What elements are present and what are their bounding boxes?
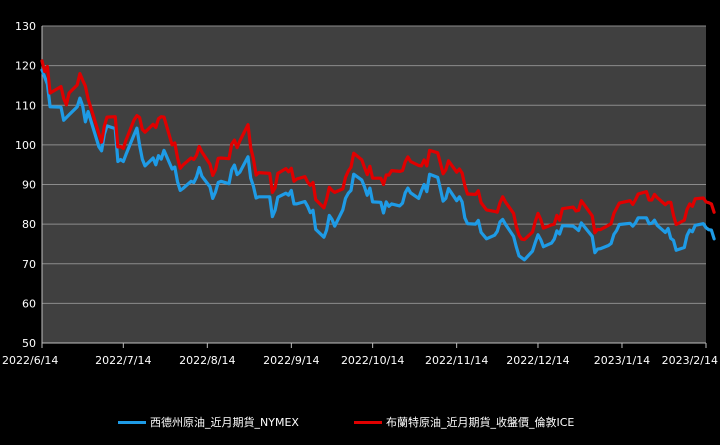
y-tick-label: 130 [15, 20, 36, 33]
y-tick-label: 100 [15, 139, 36, 152]
series-lines [40, 59, 716, 262]
series-line-wti [40, 68, 716, 262]
legend-label-brent: 布蘭特原油_近月期貨_收盤價_倫敦ICE [386, 416, 575, 429]
legend-label-wti: 西德州原油_近月期貨_NYMEX [150, 416, 299, 429]
x-tick-label: 2022/6/14 [2, 354, 58, 367]
legend-item-brent: 布蘭特原油_近月期貨_收盤價_倫敦ICE [354, 414, 574, 430]
x-tick-label: 2022/10/14 [341, 354, 404, 367]
series-line-brent [40, 59, 716, 242]
y-tick-label: 110 [15, 99, 36, 112]
y-tick-label: 80 [22, 218, 36, 231]
x-tick-label: 2023/1/14 [594, 354, 650, 367]
legend-swatch-wti [118, 420, 146, 424]
y-tick-label: 60 [22, 297, 36, 310]
legend-item-wti: 西德州原油_近月期貨_NYMEX [118, 414, 299, 430]
x-tick-label: 2022/12/14 [506, 354, 569, 367]
x-axis-tick-labels: 2022/6/14 2022/7/14 2022/8/14 2022/9/14 2022… [2, 354, 718, 367]
x-tick-label: 2022/9/14 [263, 354, 319, 367]
x-tick-label: 2023/2/14 [662, 354, 718, 367]
legend-swatch-brent [354, 420, 382, 424]
y-tick-label: 90 [22, 179, 36, 192]
chart-legend: 西德州原油_近月期貨_NYMEX 布蘭特原油_近月期貨_收盤價_倫敦ICE [0, 414, 720, 434]
y-tick-label: 50 [22, 337, 36, 350]
y-tick-label: 120 [15, 60, 36, 73]
x-tick-label: 2022/8/14 [179, 354, 235, 367]
x-tick-label: 2022/7/14 [95, 354, 151, 367]
x-tick-label: 2022/11/14 [425, 354, 488, 367]
axes [41, 26, 707, 348]
y-axis-tick-labels: 50 60 70 80 90 100 110 120 130 [15, 20, 36, 350]
y-tick-label: 70 [22, 258, 36, 271]
